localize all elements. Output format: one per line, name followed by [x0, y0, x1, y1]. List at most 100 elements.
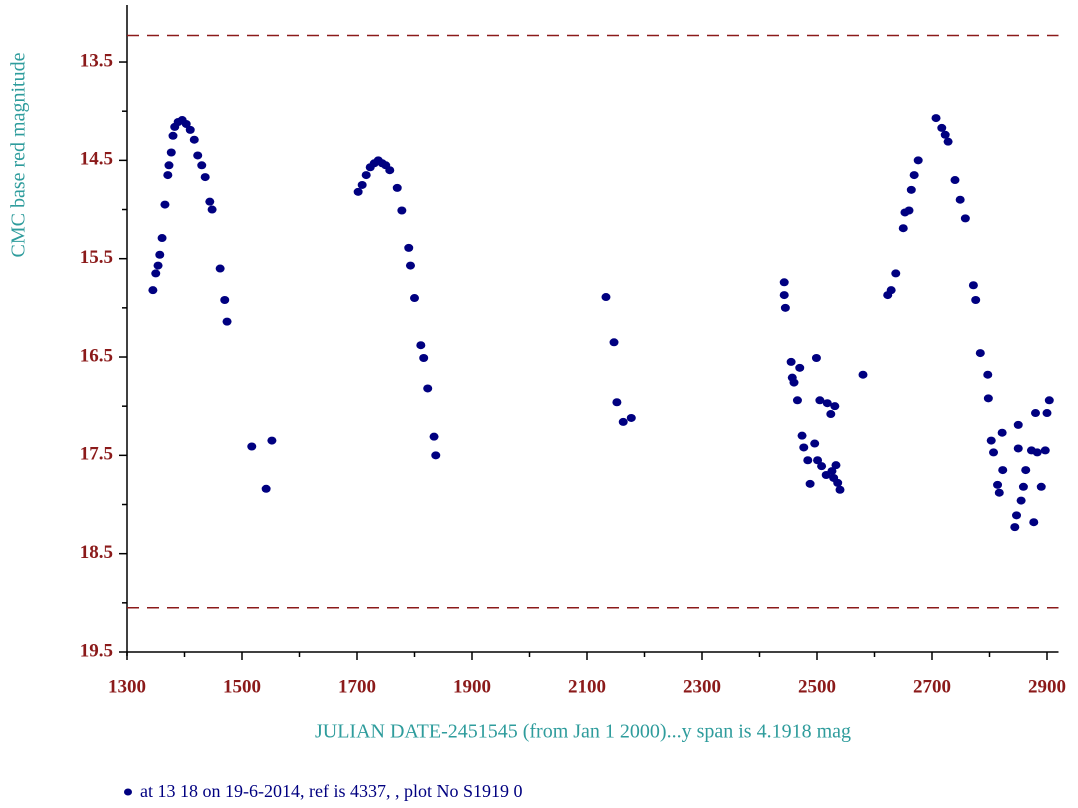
- y-axis-label: CMC base red magnitude: [8, 52, 30, 257]
- point: [164, 161, 174, 170]
- point: [833, 478, 843, 487]
- point: [160, 200, 170, 209]
- y-tick-label: 16.5: [80, 345, 113, 366]
- point: [786, 357, 796, 366]
- point: [1031, 409, 1040, 418]
- point: [1032, 448, 1042, 457]
- point: [153, 261, 163, 270]
- point: [904, 206, 914, 215]
- legend-marker: [124, 788, 132, 796]
- point: [826, 410, 836, 419]
- point: [1040, 446, 1050, 455]
- point: [609, 338, 619, 347]
- point: [986, 436, 996, 445]
- point: [157, 234, 167, 243]
- x-tick-label: 1700: [338, 676, 376, 697]
- point: [261, 484, 271, 493]
- point: [626, 413, 636, 422]
- point: [151, 269, 161, 278]
- x-tick-label: 2700: [913, 676, 951, 697]
- point: [779, 291, 789, 300]
- point: [803, 456, 813, 465]
- point: [795, 363, 805, 372]
- point: [612, 398, 622, 407]
- point: [397, 206, 407, 215]
- x-tick-label: 2500: [798, 676, 836, 697]
- point: [166, 148, 176, 157]
- x-tick-label: 2900: [1028, 676, 1066, 697]
- legend-label: at 13 18 on 19-6-2014, ref is 4337, , pl…: [140, 781, 522, 801]
- point: [989, 448, 999, 457]
- x-tick-label: 1900: [453, 676, 491, 697]
- point: [815, 396, 825, 405]
- point: [998, 466, 1008, 475]
- point: [797, 431, 807, 440]
- point: [983, 394, 993, 403]
- point: [810, 439, 820, 448]
- point: [931, 114, 941, 123]
- point: [193, 151, 203, 160]
- point: [805, 479, 815, 488]
- point: [792, 396, 802, 405]
- point: [886, 286, 896, 295]
- point: [353, 187, 363, 196]
- point: [431, 451, 441, 460]
- point: [993, 480, 1003, 489]
- point: [267, 436, 277, 445]
- point: [410, 294, 419, 303]
- point: [913, 156, 923, 165]
- x-tick-label: 2100: [568, 676, 606, 697]
- point: [955, 195, 965, 204]
- point: [1013, 444, 1023, 453]
- point: [618, 417, 628, 426]
- point: [247, 442, 257, 451]
- point: [419, 353, 429, 362]
- point: [830, 402, 840, 411]
- point: [404, 243, 414, 252]
- point: [1016, 496, 1026, 505]
- point: [185, 125, 195, 134]
- point: [799, 443, 809, 452]
- point: [950, 176, 960, 185]
- point: [831, 461, 841, 470]
- point: [168, 131, 178, 140]
- point: [181, 119, 191, 128]
- point: [357, 180, 367, 189]
- point: [858, 370, 868, 379]
- point: [361, 171, 371, 180]
- point: [207, 205, 217, 214]
- point: [975, 349, 985, 358]
- point: [937, 123, 947, 132]
- point: [789, 378, 799, 387]
- point: [983, 370, 993, 379]
- point: [1044, 396, 1054, 405]
- point: [385, 166, 395, 175]
- point: [148, 286, 158, 295]
- point: [1042, 409, 1052, 418]
- y-tick-label: 18.5: [80, 542, 113, 563]
- x-tick-label: 2300: [683, 676, 721, 697]
- point: [423, 384, 433, 393]
- point: [429, 432, 439, 441]
- point: [205, 197, 215, 206]
- point: [1021, 466, 1031, 475]
- point: [197, 161, 207, 170]
- point: [997, 428, 1007, 437]
- point: [189, 135, 199, 144]
- point: [1012, 511, 1022, 520]
- point: [817, 462, 827, 471]
- x-tick-label: 1300: [108, 676, 146, 697]
- point: [779, 278, 789, 287]
- point: [200, 173, 210, 182]
- point: [405, 261, 415, 270]
- point: [1029, 518, 1039, 527]
- y-tick-label: 14.5: [80, 149, 113, 170]
- point: [1013, 420, 1023, 429]
- point: [215, 264, 225, 273]
- point: [392, 183, 402, 192]
- point: [822, 399, 832, 408]
- point: [780, 303, 790, 312]
- point: [416, 341, 426, 350]
- x-axis-label: JULIAN DATE-2451545 (from Jan 1 2000)...…: [315, 721, 851, 743]
- point: [163, 171, 173, 180]
